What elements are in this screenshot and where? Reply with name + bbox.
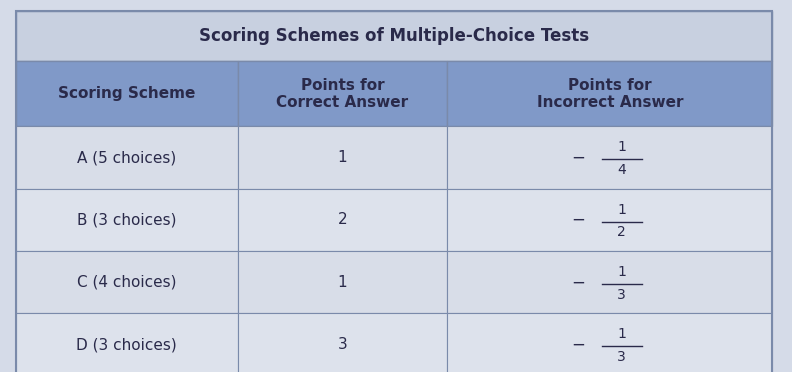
Bar xyxy=(16,189,238,251)
Text: 4: 4 xyxy=(617,163,626,177)
Bar xyxy=(447,189,772,251)
Text: D (3 choices): D (3 choices) xyxy=(76,337,177,352)
Bar xyxy=(16,61,238,126)
Text: 3: 3 xyxy=(617,350,626,364)
Text: Scoring Schemes of Multiple-Choice Tests: Scoring Schemes of Multiple-Choice Tests xyxy=(199,27,589,45)
Text: −: − xyxy=(571,149,585,167)
Text: B (3 choices): B (3 choices) xyxy=(77,212,177,227)
Bar xyxy=(16,313,238,372)
Text: 3: 3 xyxy=(337,337,348,352)
Text: Scoring Scheme: Scoring Scheme xyxy=(58,86,196,102)
Text: 1: 1 xyxy=(617,327,626,341)
Text: 1: 1 xyxy=(337,275,348,290)
Text: 1: 1 xyxy=(617,265,626,279)
Text: 1: 1 xyxy=(617,140,626,154)
Bar xyxy=(16,251,238,314)
Text: −: − xyxy=(571,211,585,229)
Bar xyxy=(447,126,772,189)
Bar xyxy=(238,61,447,126)
Bar xyxy=(447,313,772,372)
Text: 1: 1 xyxy=(337,150,348,165)
Text: Points for
Incorrect Answer: Points for Incorrect Answer xyxy=(537,78,683,110)
Bar xyxy=(238,189,447,251)
Text: A (5 choices): A (5 choices) xyxy=(77,150,177,165)
Bar xyxy=(447,251,772,314)
Text: Points for
Correct Answer: Points for Correct Answer xyxy=(276,78,409,110)
Bar xyxy=(238,251,447,314)
Text: C (4 choices): C (4 choices) xyxy=(77,275,177,290)
Bar xyxy=(238,313,447,372)
Text: 2: 2 xyxy=(617,225,626,239)
Bar xyxy=(238,126,447,189)
Text: 3: 3 xyxy=(617,288,626,302)
Text: 2: 2 xyxy=(337,212,348,227)
Text: −: − xyxy=(571,336,585,353)
Bar xyxy=(16,126,238,189)
Text: −: − xyxy=(571,273,585,291)
Text: 1: 1 xyxy=(617,202,626,217)
Bar xyxy=(447,61,772,126)
Bar xyxy=(16,11,772,61)
